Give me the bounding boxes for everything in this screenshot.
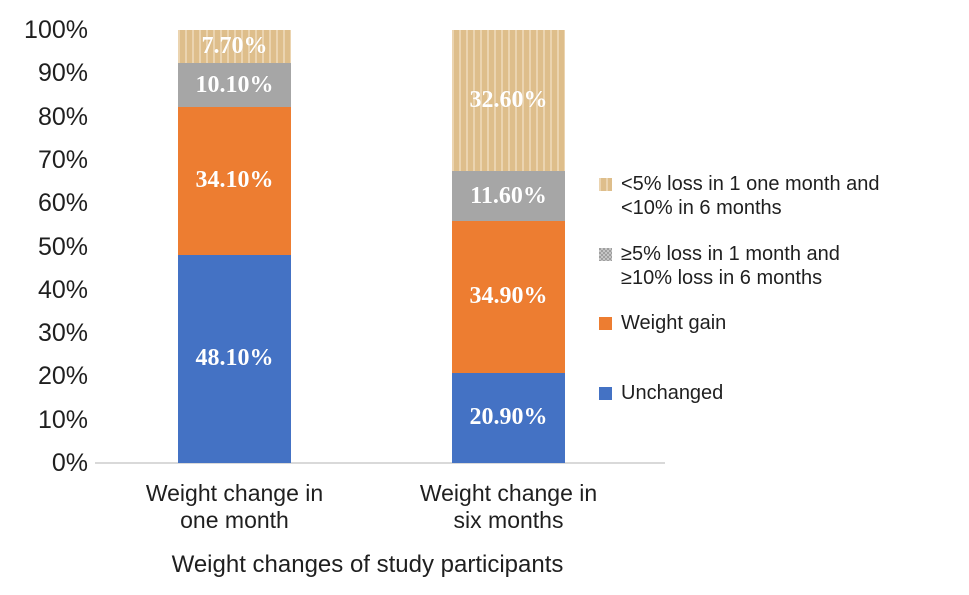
bar-segment: 34.90% bbox=[452, 221, 565, 373]
legend-swatch-icon bbox=[599, 387, 612, 400]
legend-label: ≥5% loss in 1 month and ≥10% loss in 6 mo… bbox=[621, 243, 840, 289]
bar-segment: 32.60% bbox=[452, 30, 565, 172]
bar: 48.10% 34.10% 10.10% 7.70% bbox=[178, 30, 291, 463]
bar-segment: 34.10% bbox=[178, 107, 291, 255]
segment-data-label: 10.10% bbox=[195, 71, 274, 98]
y-tick-label: 20% bbox=[37, 362, 88, 391]
y-tick-label: 100% bbox=[24, 16, 88, 44]
segment-data-label: 11.60% bbox=[470, 182, 547, 209]
segment-data-label: 34.90% bbox=[469, 283, 548, 310]
legend-swatch-icon bbox=[599, 248, 612, 261]
bar-segment: 11.60% bbox=[452, 171, 565, 222]
legend-item: Weight gain bbox=[599, 311, 964, 335]
y-tick-label: 70% bbox=[37, 145, 88, 174]
y-tick-label: 60% bbox=[37, 189, 88, 218]
legend-label: <5% loss in 1 one month and <10% in 6 mon… bbox=[621, 173, 880, 219]
segment-data-label: 34.10% bbox=[195, 167, 274, 194]
category-label: Weight change in one month bbox=[145, 480, 324, 533]
y-tick-label: 50% bbox=[37, 232, 88, 261]
y-tick-label: 10% bbox=[37, 405, 88, 434]
x-axis-line bbox=[95, 462, 665, 464]
bar-segment: 10.10% bbox=[178, 63, 291, 108]
bar-segment: 20.90% bbox=[452, 372, 565, 463]
y-tick-label: 0% bbox=[51, 449, 88, 477]
segment-data-label: 32.60% bbox=[469, 87, 548, 114]
segment-data-label: 48.10% bbox=[195, 345, 274, 372]
segment-data-label: 7.70% bbox=[201, 33, 268, 60]
legend-label: Weight gain bbox=[621, 312, 727, 334]
bar-segment: 7.70% bbox=[178, 30, 291, 64]
legend-label: Unchanged bbox=[621, 382, 724, 404]
bar-segment: 48.10% bbox=[178, 254, 291, 463]
legend-item: <5% loss in 1 one month and <10% in 6 mon… bbox=[599, 172, 964, 220]
y-tick-label: 30% bbox=[37, 319, 88, 348]
y-tick-label: 90% bbox=[37, 59, 88, 88]
legend-swatch-icon bbox=[599, 178, 612, 191]
bar: 20.90% 34.90% 11.60% 32.60% bbox=[452, 30, 565, 463]
axis-title: Weight changes of study participants bbox=[171, 551, 564, 578]
category-label: Weight change in six months bbox=[419, 480, 598, 533]
y-tick-label: 80% bbox=[37, 102, 88, 131]
legend-swatch-icon bbox=[599, 317, 612, 330]
legend-item: Unchanged bbox=[599, 381, 964, 405]
y-tick-label: 40% bbox=[37, 275, 88, 304]
legend-item: ≥5% loss in 1 month and ≥10% loss in 6 mo… bbox=[599, 242, 964, 290]
segment-data-label: 20.90% bbox=[469, 404, 548, 431]
legend: <5% loss in 1 one month and <10% in 6 mon… bbox=[599, 172, 964, 405]
